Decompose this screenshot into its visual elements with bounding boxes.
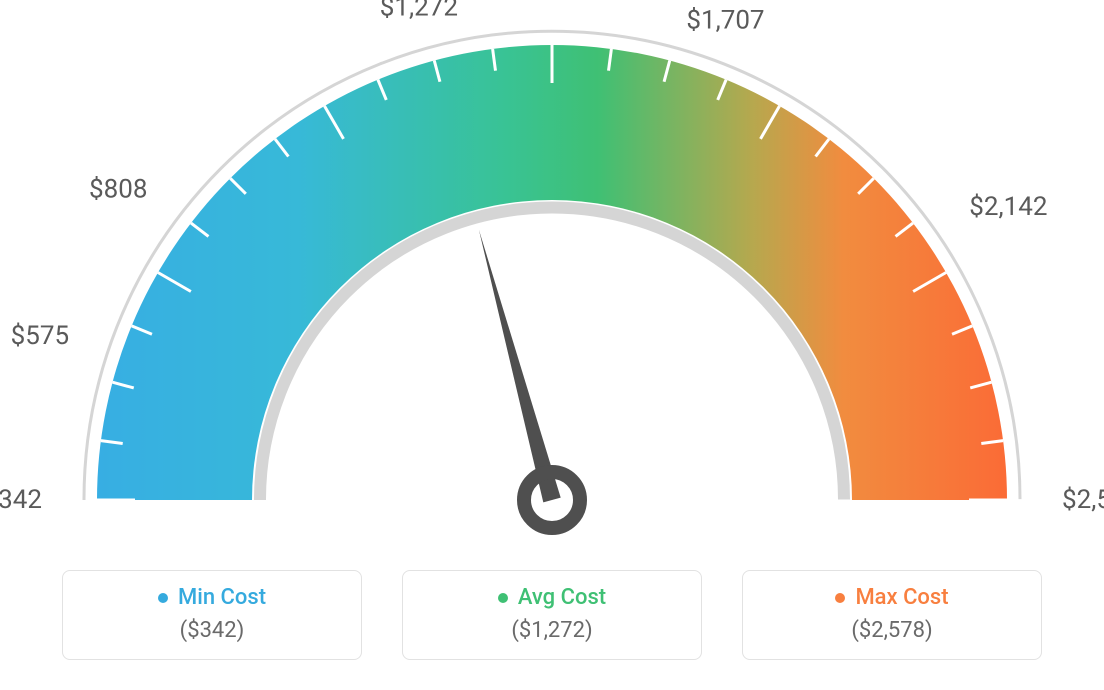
gauge-needle	[479, 230, 561, 503]
legend-dot-icon	[158, 593, 168, 603]
legend-value-text: ($1,272)	[403, 618, 701, 643]
gauge-scale-label: $575	[11, 321, 69, 351]
gauge-scale-label: $1,272	[380, 0, 458, 23]
gauge-scale-label: $1,707	[686, 5, 764, 35]
gauge-band	[97, 45, 1007, 500]
legend-row: Min Cost ($342) Avg Cost ($1,272) Max Cost ($…	[0, 570, 1104, 660]
legend-label-text: Max Cost	[855, 585, 948, 610]
gauge-scale-label: $808	[89, 174, 147, 204]
legend-label-text: Avg Cost	[518, 585, 606, 610]
legend-value-text: ($342)	[63, 618, 361, 643]
legend-label-text: Min Cost	[178, 585, 266, 610]
legend-dot-icon	[498, 593, 508, 603]
legend-value-text: ($2,578)	[743, 618, 1041, 643]
legend-dot-icon	[835, 593, 845, 603]
gauge-scale-label: $2,578	[1062, 485, 1104, 515]
legend-title-avg: Avg Cost	[403, 585, 701, 610]
legend-card-max: Max Cost ($2,578)	[742, 570, 1042, 660]
gauge-scale-label: $342	[0, 485, 42, 515]
legend-title-min: Min Cost	[63, 585, 361, 610]
gauge-scale-label: $2,142	[969, 192, 1047, 222]
legend-title-max: Max Cost	[743, 585, 1041, 610]
legend-card-avg: Avg Cost ($1,272)	[402, 570, 702, 660]
gauge-svg: $342 $575 $808 $1,272 $1,707 $2,142 $2,578	[0, 0, 1104, 560]
legend-card-min: Min Cost ($342)	[62, 570, 362, 660]
cost-gauge-widget: $342 $575 $808 $1,272 $1,707 $2,142 $2,578 Min…	[0, 0, 1104, 690]
gauge-area: $342 $575 $808 $1,272 $1,707 $2,142 $2,578	[0, 0, 1104, 560]
